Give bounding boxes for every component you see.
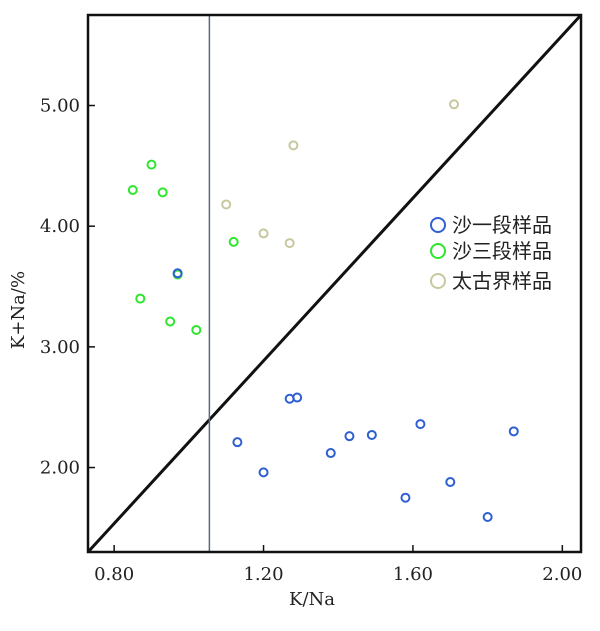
data-point-series-2-0 — [221, 199, 232, 210]
data-points — [127, 99, 519, 523]
x-axis-title: K/Na — [289, 589, 335, 610]
legend: 沙一段样品 沙三段样品 太古界样品 — [430, 213, 552, 293]
data-point-series-0-0 — [172, 268, 183, 279]
data-point-series-0-11 — [482, 512, 493, 523]
y-tick-label: 5.00 — [40, 96, 80, 117]
legend-label-sha1: 沙一段样品 — [452, 213, 552, 237]
legend-label-sha3: 沙三段样品 — [452, 239, 552, 263]
data-point-series-0-8 — [400, 492, 411, 503]
data-point-series-1-1 — [135, 293, 146, 304]
reference-lines — [86, 13, 583, 554]
y-tick-label: 2.00 — [40, 458, 80, 479]
data-point-series-0-9 — [415, 419, 426, 430]
x-tick-label: 1.20 — [243, 564, 283, 585]
axis-ticks: 0.80 1.20 1.60 2.00 2.00 3.00 4.00 5.00 — [40, 96, 582, 585]
x-tick-label: 2.00 — [542, 564, 582, 585]
data-point-series-0-2 — [258, 467, 269, 478]
data-point-series-2-3 — [288, 140, 299, 151]
y-tick-label: 4.00 — [40, 216, 80, 237]
plot-frame — [86, 13, 583, 554]
diagonal-line — [86, 13, 583, 554]
data-point-series-2-4 — [449, 99, 460, 110]
data-point-series-0-5 — [325, 448, 336, 459]
legend-marker-sha1 — [430, 217, 446, 233]
data-point-series-0-7 — [366, 429, 377, 440]
y-axis-title: K+Na/% — [8, 271, 29, 349]
x-tick-label: 1.60 — [393, 564, 433, 585]
data-point-series-0-6 — [344, 431, 355, 442]
legend-marker-sha3 — [430, 243, 446, 259]
data-point-series-0-12 — [508, 426, 519, 437]
data-point-series-0-4 — [292, 392, 303, 403]
y-tick-label: 3.00 — [40, 337, 80, 358]
data-point-series-1-3 — [157, 187, 168, 198]
data-point-series-1-2 — [146, 159, 157, 170]
data-point-series-1-0 — [127, 184, 138, 195]
data-point-series-1-7 — [228, 236, 239, 247]
data-point-series-2-2 — [284, 238, 295, 249]
x-tick-label: 0.80 — [94, 564, 134, 585]
data-point-series-1-6 — [191, 324, 202, 335]
legend-label-taigu: 太古界样品 — [452, 269, 552, 293]
data-point-series-0-1 — [232, 437, 243, 448]
data-point-series-1-4 — [165, 316, 176, 327]
legend-marker-taigu — [430, 273, 446, 289]
data-point-series-2-1 — [258, 228, 269, 239]
data-point-series-0-10 — [445, 477, 456, 488]
